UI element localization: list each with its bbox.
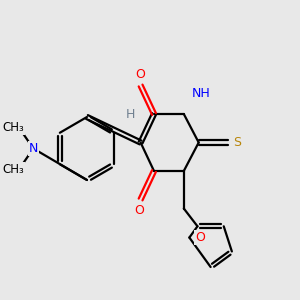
- Text: O: O: [136, 68, 146, 82]
- Text: CH₃: CH₃: [2, 163, 24, 176]
- Text: NH: NH: [192, 86, 211, 100]
- Text: N: N: [28, 142, 38, 155]
- Text: S: S: [233, 136, 241, 149]
- Text: O: O: [134, 203, 144, 217]
- Text: CH₃: CH₃: [2, 121, 24, 134]
- Text: H: H: [125, 107, 135, 121]
- Text: O: O: [195, 231, 205, 244]
